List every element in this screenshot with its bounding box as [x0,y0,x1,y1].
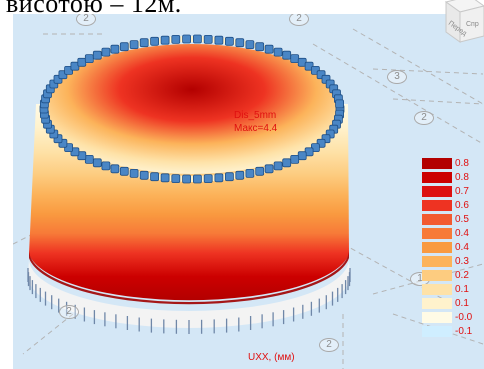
node-marker [84,54,94,63]
node-marker [235,38,245,48]
legend-swatch [422,186,452,197]
node-marker [110,44,120,54]
legend-value-label: -0.1 [455,326,473,337]
annotation-case-label: Dis_5mm [234,110,277,121]
node-marker [235,170,245,180]
base-plate [28,259,350,328]
legend-value-label: 0.8 [455,158,469,169]
legend-swatch [422,326,452,337]
grid-marker-4: 2 [414,111,434,125]
legend-value-label: 0.4 [455,228,469,239]
node-marker [282,158,292,168]
legend-swatch [422,256,452,267]
node-marker [150,172,160,182]
node-marker [214,35,224,45]
legend-swatch [422,284,452,295]
node-marker [77,57,87,67]
node-marker [264,164,274,174]
legend-units-label: UXX, (мм) [248,352,295,363]
legend-swatch [422,298,452,309]
node-marker [92,50,102,60]
node-marker [224,172,234,182]
legend-value-label: 0.2 [455,270,469,281]
node-marker [129,40,139,50]
grid-marker-1: 2 [76,14,96,26]
annotation-max-value: Макс=4.4 [234,123,278,134]
node-marker [171,174,181,184]
grid-marker-6: 2 [59,305,79,319]
node-marker [101,47,111,57]
node-marker [119,42,129,52]
node-marker [101,161,111,171]
legend-value-label: -0.0 [455,312,473,323]
node-marker [182,174,192,184]
node-marker [84,154,94,164]
model-scene [13,28,484,369]
node-marker [255,42,265,52]
node-marker [92,158,102,168]
legend-swatch [422,242,452,253]
max-displacement-annotation: Dis_5mm Макс=4.4 [234,109,277,135]
node-marker [290,54,300,63]
view-cube-icon: Перед Спр [444,0,484,43]
node-marker [282,50,292,60]
node-marker [160,35,170,45]
node-marker [297,151,307,161]
node-marker [139,170,149,180]
legend-value-label: 0.8 [455,172,469,183]
node-marker [264,44,274,54]
node-marker [119,166,129,176]
node-marker [192,174,202,184]
legend-value-label: 0.7 [455,186,469,197]
legend-swatch [422,270,452,281]
node-marker [273,161,283,171]
legend-swatch [422,200,452,211]
node-marker [203,34,213,44]
legend-swatch [422,172,452,183]
node-marker [245,40,255,50]
legend-value-label: 0.6 [455,200,469,211]
node-marker [129,168,139,178]
legend-swatch [422,214,452,225]
grid-marker-3: 3 [387,70,407,84]
legend-swatch [422,228,452,239]
legend-value-label: 0.5 [455,214,469,225]
legend-swatch [422,312,452,323]
grid-marker-7: 2 [319,338,339,352]
node-marker [171,34,181,44]
node-marker [224,36,234,46]
node-marker [110,164,120,174]
legend-value-label: 0.4 [455,242,469,253]
node-marker [335,99,345,109]
node-marker [182,34,192,44]
grid-marker-2: 2 [289,14,309,26]
view-cube[interactable]: Перед Спр [426,0,484,50]
shell-inner-surface [44,44,340,174]
node-marker [273,47,283,57]
node-marker [203,174,213,184]
node-marker [139,38,149,48]
node-marker [160,173,170,183]
document-text: висотою – 12м. [6,0,182,18]
node-marker [192,34,202,44]
node-marker [245,168,255,178]
legend-value-label: 0.1 [455,298,469,309]
node-marker [214,173,224,183]
top-node-markers [39,34,345,184]
legend-swatch [422,158,452,169]
legend-value-label: 0.1 [455,284,469,295]
view-cube-right-label: Спр [466,21,479,28]
node-marker [255,166,265,176]
legend-value-label: 0.3 [455,256,469,267]
node-marker [290,154,300,164]
node-marker [150,36,160,46]
3d-viewport[interactable]: 2 2 3 2 1 2 2 [13,14,484,369]
